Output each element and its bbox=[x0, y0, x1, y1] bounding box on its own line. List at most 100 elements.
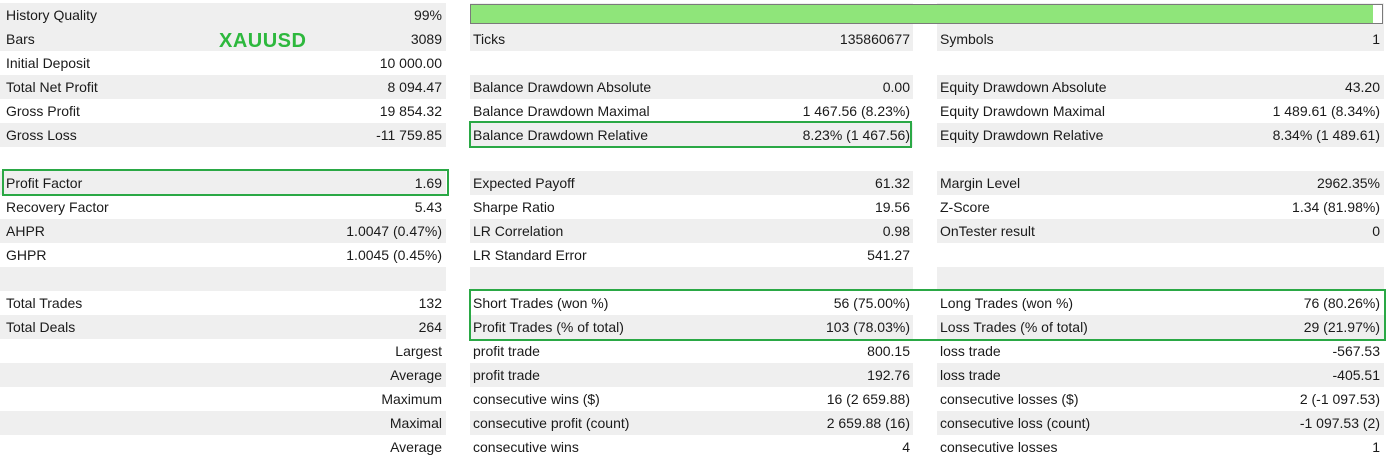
report-row bbox=[0, 267, 1390, 291]
stat-value: 541.27 bbox=[867, 247, 910, 263]
stat-label: profit trade bbox=[473, 343, 540, 359]
stat-value: 8 094.47 bbox=[387, 79, 443, 95]
column-gap bbox=[446, 291, 470, 315]
report-row: Average profit trade 192.76 loss trade -405.… bbox=[0, 363, 1390, 387]
column-gap bbox=[913, 99, 937, 123]
column-gap bbox=[913, 243, 937, 267]
stat-value: Maximal bbox=[389, 415, 442, 431]
column-gap bbox=[446, 27, 470, 51]
stat-label: Equity Drawdown Relative bbox=[940, 127, 1104, 143]
column-gap bbox=[1384, 363, 1390, 387]
stat-value: 19.56 bbox=[874, 199, 910, 215]
stat-label: Balance Drawdown Maximal bbox=[473, 103, 650, 119]
column-gap bbox=[446, 219, 470, 243]
stat-value: 56 (75.00%) bbox=[833, 295, 910, 311]
stat-value: 2 659.88 (16) bbox=[826, 415, 910, 431]
column-gap bbox=[1384, 147, 1390, 171]
stat-value: 19 854.32 bbox=[379, 103, 442, 119]
column-gap bbox=[1384, 123, 1390, 147]
stat-value: 0.98 bbox=[882, 223, 910, 239]
stat-value bbox=[760, 267, 910, 291]
stat-label: Expected Payoff bbox=[473, 175, 575, 191]
stat-value: 1.34 (81.98%) bbox=[1292, 199, 1380, 215]
column-gap bbox=[446, 51, 470, 75]
stat-label bbox=[473, 267, 753, 291]
stat-label: Balance Drawdown Absolute bbox=[473, 79, 652, 95]
stat-value: 0.00 bbox=[882, 79, 910, 95]
stat-value: 4 bbox=[902, 439, 910, 455]
stat-value: -11 759.85 bbox=[376, 127, 442, 143]
column-gap bbox=[446, 435, 470, 459]
stat-value bbox=[1225, 51, 1380, 75]
stat-label: Recovery Factor bbox=[6, 199, 109, 215]
stat-value: Largest bbox=[395, 343, 442, 359]
stat-label: Gross Profit bbox=[6, 103, 80, 119]
stat-label: Balance Drawdown Relative bbox=[473, 127, 649, 143]
stat-label: AHPR bbox=[6, 223, 45, 239]
stat-value: 135860677 bbox=[839, 31, 910, 47]
stat-value bbox=[760, 51, 910, 75]
column-gap bbox=[913, 123, 937, 147]
stat-label bbox=[6, 435, 196, 459]
report-row: Recovery Factor 5.43 Sharpe Ratio 19.56 Z-Sc… bbox=[0, 195, 1390, 219]
stat-label: Gross Loss bbox=[6, 127, 77, 143]
column-gap bbox=[446, 171, 470, 195]
stat-value: -405.51 bbox=[1332, 367, 1380, 383]
stat-value bbox=[200, 267, 442, 291]
stat-value: 264 bbox=[418, 319, 442, 335]
stat-value: 192.76 bbox=[867, 367, 910, 383]
column-gap bbox=[913, 75, 937, 99]
column-gap bbox=[913, 363, 937, 387]
stat-value: 8.34% (1 489.61) bbox=[1272, 127, 1380, 143]
report-row: Gross Profit 19 854.32 Balance Drawdown Ma… bbox=[0, 99, 1390, 123]
stat-value: 1 bbox=[1372, 439, 1380, 455]
column-gap bbox=[1384, 267, 1390, 291]
column-gap bbox=[1384, 243, 1390, 267]
stat-label: LR Correlation bbox=[473, 223, 564, 239]
stat-value: 2962.35% bbox=[1316, 175, 1380, 191]
report-row bbox=[0, 147, 1390, 171]
stat-label: GHPR bbox=[6, 247, 47, 263]
stat-label: consecutive loss (count) bbox=[940, 415, 1091, 431]
column-gap bbox=[446, 123, 470, 147]
stat-label: profit trade bbox=[473, 367, 540, 383]
column-gap bbox=[913, 339, 937, 363]
column-gap bbox=[913, 171, 937, 195]
column-gap bbox=[913, 435, 937, 459]
stat-label: Equity Drawdown Maximal bbox=[940, 103, 1105, 119]
stat-label: consecutive wins bbox=[473, 439, 579, 455]
report-row: Total Trades 132 Short Trades (won %) 56 (7… bbox=[0, 291, 1390, 315]
column-gap bbox=[1384, 99, 1390, 123]
stat-value: 1.0047 (0.47%) bbox=[346, 223, 442, 239]
stat-label: Short Trades (won %) bbox=[473, 295, 609, 311]
stat-value: 2 (-1 097.53) bbox=[1299, 391, 1380, 407]
column-gap bbox=[446, 339, 470, 363]
stat-label bbox=[473, 147, 753, 171]
stat-value: 1 bbox=[1372, 31, 1380, 47]
column-gap bbox=[446, 315, 470, 339]
stat-label: Profit Trades (% of total) bbox=[473, 319, 624, 335]
stat-label: Total Trades bbox=[6, 295, 83, 311]
column-gap bbox=[446, 267, 470, 291]
stat-label bbox=[473, 51, 753, 75]
stat-value: 99% bbox=[413, 7, 442, 23]
column-gap bbox=[913, 411, 937, 435]
stat-label: Z-Score bbox=[940, 199, 990, 215]
column-gap bbox=[1384, 315, 1390, 339]
report-row: Gross Loss -11 759.85 Balance Drawdown Rel… bbox=[0, 123, 1390, 147]
report-row: Total Deals 264 Profit Trades (% of total)… bbox=[0, 315, 1390, 339]
stat-label bbox=[6, 411, 196, 435]
stat-label: loss trade bbox=[940, 367, 1001, 383]
stat-value bbox=[1225, 243, 1380, 267]
column-gap bbox=[1384, 339, 1390, 363]
column-gap bbox=[446, 99, 470, 123]
stat-label: consecutive profit (count) bbox=[473, 415, 630, 431]
stat-label bbox=[6, 267, 196, 291]
stat-label bbox=[6, 363, 196, 387]
column-gap bbox=[1384, 171, 1390, 195]
column-gap bbox=[913, 267, 937, 291]
stat-value: 3089 bbox=[410, 31, 442, 47]
stat-value: 29 (21.97%) bbox=[1303, 319, 1380, 335]
stat-value: 800.15 bbox=[867, 343, 910, 359]
